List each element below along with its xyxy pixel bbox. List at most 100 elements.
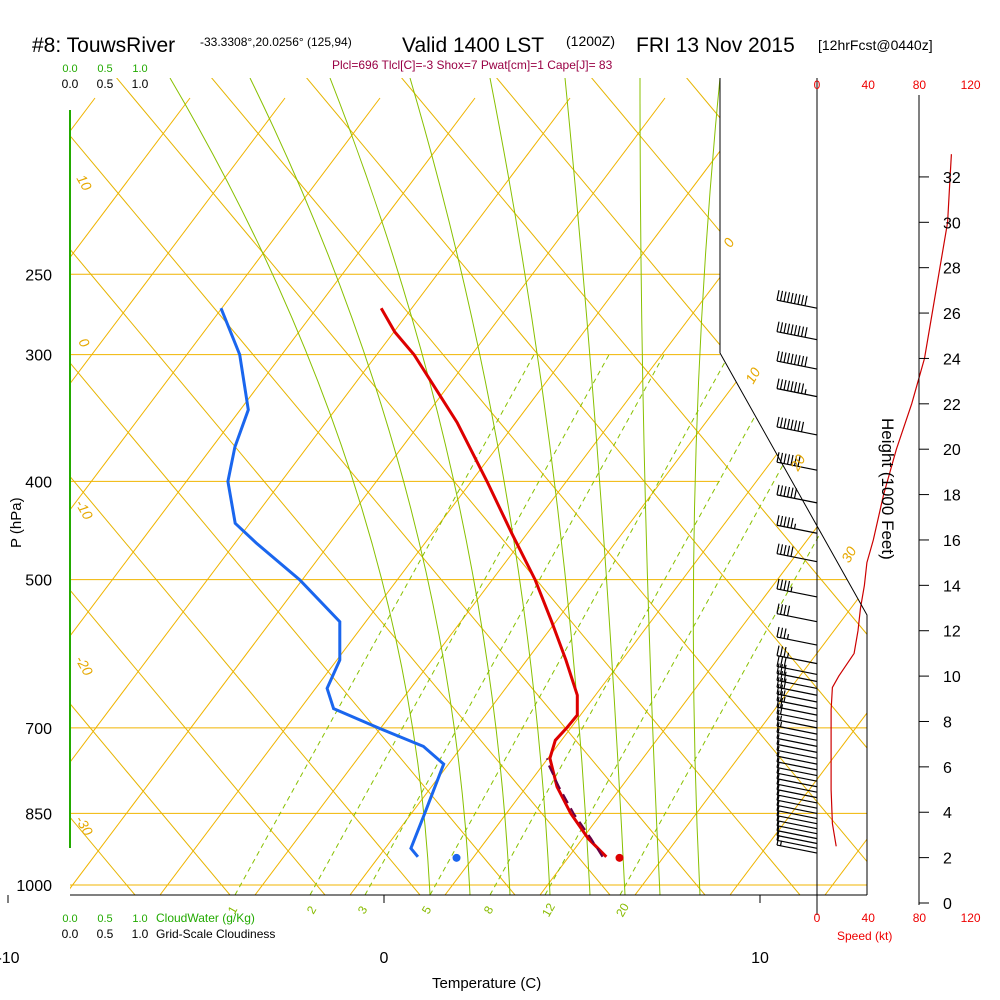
wind-barb-flag bbox=[776, 321, 780, 332]
wind-barb bbox=[776, 578, 818, 598]
isotherm-line bbox=[824, 97, 867, 895]
dry-adiabat-line bbox=[479, 78, 867, 895]
wind-barb-flag bbox=[790, 292, 794, 304]
wind-barb-shaft bbox=[776, 636, 818, 646]
wind-barb-flag bbox=[800, 326, 805, 337]
wind-barb-shaft bbox=[776, 809, 818, 820]
wind-speed-profile-line bbox=[830, 154, 952, 847]
wind-barb-flag bbox=[790, 353, 794, 364]
wind-barb-shaft bbox=[776, 844, 818, 854]
isotherm-label: 10 bbox=[742, 365, 764, 387]
cloud-water-tick-bottom: 1.0 bbox=[132, 913, 147, 925]
height-tick-label: 2 bbox=[943, 851, 952, 868]
wind-barb-flag bbox=[800, 355, 805, 367]
wind-barb-shaft bbox=[776, 553, 818, 563]
pressure-tick-label: 700 bbox=[25, 721, 52, 738]
wind-barb-shaft bbox=[776, 719, 818, 729]
wind-barb-flag bbox=[779, 684, 784, 695]
wind-barb-flag bbox=[776, 677, 780, 688]
isotherm-line bbox=[70, 97, 286, 895]
isotherm-line bbox=[70, 97, 476, 895]
mixing-ratio-line bbox=[489, 352, 791, 895]
dry-adiabat-line bbox=[99, 78, 801, 895]
wind-barb-flag bbox=[779, 691, 784, 702]
wind-barb-flag bbox=[776, 484, 780, 495]
wind-barb-flag bbox=[793, 354, 798, 365]
isotherm-line bbox=[70, 97, 571, 895]
wind-barb-flag bbox=[776, 290, 780, 301]
wind-barb-flag bbox=[776, 656, 780, 667]
wind-barb-shaft bbox=[776, 613, 818, 623]
wind-barb-flag bbox=[797, 355, 801, 366]
wind-barb-flag bbox=[779, 544, 784, 555]
dry-adiabat-line bbox=[70, 78, 421, 895]
wind-barb-flag bbox=[779, 697, 784, 708]
wind-barb-half bbox=[786, 634, 790, 640]
wind-barb bbox=[776, 626, 818, 646]
wind-barb bbox=[776, 290, 818, 309]
station-title: #8: TouwsRiver bbox=[32, 34, 175, 57]
pressure-tick-label: 850 bbox=[25, 806, 52, 823]
wind-barb-shaft bbox=[776, 772, 818, 782]
wind-barb-flag bbox=[776, 728, 780, 739]
wind-barb-flag bbox=[776, 543, 780, 554]
height-tick-label: 32 bbox=[943, 170, 961, 187]
wind-barb-flag bbox=[776, 709, 780, 721]
temperature-tick-label: -10 bbox=[0, 950, 20, 967]
moist-adiabat-line bbox=[639, 78, 661, 895]
height-tick-label: 6 bbox=[943, 760, 952, 777]
wind-barb-flag bbox=[779, 671, 784, 682]
wind-barb-half bbox=[786, 652, 790, 658]
wind-barb-layer bbox=[776, 290, 818, 854]
pressure-tick-label: 500 bbox=[25, 573, 52, 590]
wind-barb-flag bbox=[797, 421, 801, 432]
isotherm-label: 0 bbox=[75, 335, 93, 350]
wind-barb-shaft bbox=[776, 494, 818, 504]
wind-barb-flag bbox=[783, 418, 787, 429]
wind-barb-shaft bbox=[776, 755, 818, 765]
plot-frame-edge bbox=[719, 78, 868, 895]
wind-barb-flag bbox=[776, 683, 780, 695]
wind-barb-flag bbox=[804, 295, 808, 306]
mixing-ratio-line bbox=[619, 352, 867, 895]
wind-barb-shaft bbox=[776, 731, 818, 741]
mixing-ratio-label: 3 bbox=[355, 903, 371, 916]
wind-barb-flag bbox=[776, 746, 780, 757]
profile-layer bbox=[219, 307, 624, 862]
wind-barb-flag bbox=[779, 322, 784, 333]
wind-barb-flag bbox=[776, 515, 780, 526]
wind-barb-shaft bbox=[776, 693, 818, 703]
height-tick-label: 28 bbox=[943, 261, 961, 278]
height-tick-label: 18 bbox=[943, 488, 961, 505]
wind-barb-shaft bbox=[776, 725, 818, 735]
isotherm-line bbox=[539, 97, 867, 895]
mixing-ratio-label: 8 bbox=[481, 903, 497, 916]
temperature-profile-line bbox=[379, 307, 608, 858]
dry-adiabat-line bbox=[70, 78, 611, 895]
wind-barb-flag bbox=[797, 382, 801, 393]
wind-barb-flag bbox=[779, 627, 784, 638]
wind-barb-flag bbox=[783, 516, 787, 527]
wind-barb-flag bbox=[779, 515, 784, 527]
wind-barb-flag bbox=[786, 418, 791, 430]
wind-barb-shaft bbox=[776, 783, 818, 793]
parcel-profile-line bbox=[546, 758, 604, 858]
wind-barb bbox=[776, 484, 818, 504]
wind-barb bbox=[776, 663, 818, 683]
wind-barb-flag bbox=[793, 293, 798, 304]
isotherm-line bbox=[634, 97, 867, 895]
wind-barb-flag bbox=[783, 604, 787, 616]
isotherm-line bbox=[70, 97, 666, 895]
height-tick-label: 20 bbox=[943, 442, 961, 459]
wind-barb-flag bbox=[783, 678, 787, 689]
x-axis-label: Temperature (C) bbox=[432, 975, 541, 992]
wind-barb-flag bbox=[776, 740, 780, 751]
isotherm-line bbox=[70, 97, 96, 895]
dry-adiabat-line bbox=[574, 78, 867, 895]
height-tick-label: 26 bbox=[943, 306, 961, 323]
wind-barb-flag bbox=[783, 671, 787, 682]
wind-barb-flag bbox=[786, 380, 791, 391]
pressure-tick-label: 400 bbox=[25, 474, 52, 491]
wind-barb-shaft bbox=[776, 743, 818, 753]
